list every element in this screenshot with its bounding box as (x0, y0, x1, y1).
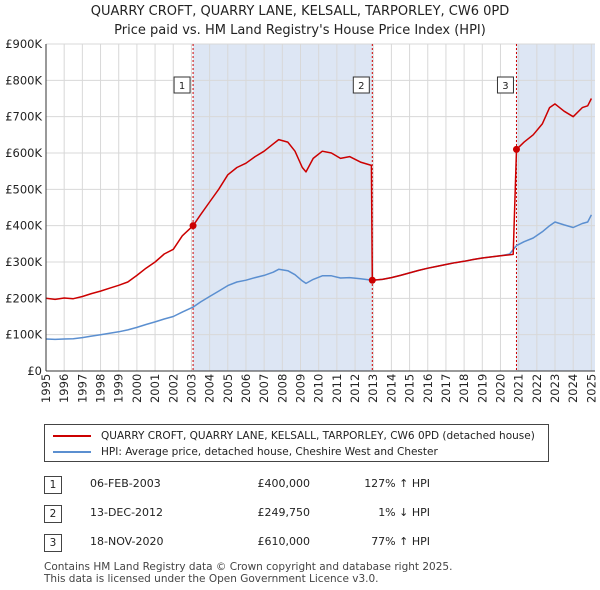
chart-title-line2: Price paid vs. HM Land Registry's House … (114, 23, 486, 38)
x-tick-label: 2024 (566, 374, 580, 403)
property-series-line (45, 98, 593, 301)
sale-row: 3 18-NOV-2020 £610,000 77% ↑ HPI (44, 530, 564, 559)
legend-label-hpi: HPI: Average price, detached house, Ches… (101, 446, 438, 458)
x-tick-label: 2014 (384, 374, 398, 403)
sale-price: £249,750 (257, 506, 311, 519)
y-tick-label: £200K (5, 291, 42, 305)
sale-annotation-box (173, 76, 191, 94)
x-tick-label: 2018 (457, 374, 471, 403)
sale-price: £610,000 (257, 535, 311, 548)
legend: QUARRY CROFT, QUARRY LANE, KELSALL, TARP… (44, 424, 549, 462)
x-tick-label: 2015 (403, 374, 417, 403)
x-tick-label: 2010 (312, 374, 326, 403)
x-tick-label: 1995 (39, 374, 53, 403)
x-tick-label: 2022 (530, 374, 544, 403)
footer-licence: This data is licensed under the Open Gov… (44, 573, 379, 585)
y-tick-label: £300K (5, 255, 42, 269)
x-tick-label: 2013 (366, 374, 380, 403)
sale-price: £400,000 (257, 477, 311, 490)
chart-title-line1: QUARRY CROFT, QUARRY LANE, KELSALL, TARP… (90, 4, 510, 19)
x-tick-label: 1997 (75, 374, 89, 403)
sale-date: 18-NOV-2020 (90, 535, 164, 548)
y-tick-label: £700K (5, 110, 42, 124)
x-tick-label: 2006 (239, 374, 253, 403)
y-tick-label: £100K (5, 328, 42, 342)
sale-date: 06-FEB-2003 (90, 477, 161, 490)
sale-point (368, 276, 376, 284)
sale-hpi-diff: 1% ↓ HPI (378, 506, 430, 519)
x-tick-label: 2008 (275, 374, 289, 403)
chart-title: QUARRY CROFT, QUARRY LANE, KELSALL, TARP… (0, 2, 600, 40)
x-tick-label: 1996 (57, 374, 71, 403)
x-tick-label: 1999 (112, 374, 126, 403)
y-tick-label: £900K (5, 37, 42, 51)
sale-points (189, 145, 520, 284)
x-tick-label: 2023 (548, 374, 562, 403)
legend-swatch-hpi (53, 451, 91, 453)
footer-copyright: Contains HM Land Registry data © Crown c… (44, 561, 453, 573)
sale-annotations: 1 2 3 (173, 76, 514, 94)
sale-hpi-diff: 77% ↑ HPI (371, 535, 430, 548)
legend-label-property: QUARRY CROFT, QUARRY LANE, KELSALL, TARP… (101, 430, 535, 442)
x-tick-label: 2001 (148, 374, 162, 403)
sale-period-shading (193, 44, 595, 371)
series-lines (45, 98, 593, 341)
sale-row: 2 13-DEC-2012 £249,750 1% ↓ HPI (44, 501, 564, 530)
x-tick-label: 2017 (439, 374, 453, 403)
sale-annotation-label: 2 (358, 81, 364, 92)
shade-region (516, 44, 595, 371)
y-tick-label: £600K (5, 146, 42, 160)
footer: Contains HM Land Registry data © Crown c… (44, 561, 452, 585)
legend-item-hpi: HPI: Average price, detached house, Ches… (53, 444, 438, 460)
x-tick-label: 2025 (584, 374, 598, 403)
price-chart: 1 2 3 £0 £100K £200K £300K £400K £500K £600K £700… (5, 37, 598, 403)
sale-annotation-label: 1 (179, 81, 185, 92)
sale-annotation-box (496, 76, 514, 94)
sale-point (512, 145, 520, 153)
sale-annotation-box (352, 76, 370, 94)
sale-date: 13-DEC-2012 (90, 506, 164, 519)
x-tick-label: 1998 (94, 374, 108, 403)
axes: £0 £100K £200K £300K £400K £500K £600K £700K £80… (5, 37, 598, 403)
sale-number-badge: 2 (44, 505, 62, 523)
sale-row: 1 06-FEB-2003 £400,000 127% ↑ HPI (44, 472, 564, 501)
x-tick-label: 2019 (475, 374, 489, 403)
y-tick-label: £800K (5, 73, 42, 87)
sale-annotation-label: 3 (502, 81, 508, 92)
legend-item-property: QUARRY CROFT, QUARRY LANE, KELSALL, TARP… (53, 428, 535, 444)
x-tick-label: 2016 (421, 374, 435, 403)
x-tick-label: 2002 (166, 374, 180, 403)
sale-point (189, 222, 197, 230)
x-tick-label: 2009 (294, 374, 308, 403)
legend-swatch-property (53, 435, 91, 437)
sale-marker-lines (192, 44, 517, 371)
sale-number-badge: 1 (44, 476, 62, 494)
sale-number-badge: 3 (44, 534, 62, 552)
x-tick-label: 2005 (221, 374, 235, 403)
y-tick-label: £0 (27, 364, 42, 378)
x-tick-label: 2021 (512, 374, 526, 403)
x-tick-label: 2012 (348, 374, 362, 403)
x-tick-label: 2003 (184, 374, 198, 403)
x-tick-label: 2020 (493, 374, 507, 403)
x-tick-label: 2007 (257, 374, 271, 403)
x-tick-label: 2000 (130, 374, 144, 403)
y-tick-label: £400K (5, 219, 42, 233)
sales-table: 1 06-FEB-2003 £400,000 127% ↑ HPI 2 13-D… (44, 472, 564, 559)
y-tick-label: £500K (5, 182, 42, 196)
x-tick-label: 2011 (330, 374, 344, 403)
sale-hpi-diff: 127% ↑ HPI (364, 477, 430, 490)
grid (45, 43, 595, 372)
x-tick-label: 2004 (203, 374, 217, 403)
